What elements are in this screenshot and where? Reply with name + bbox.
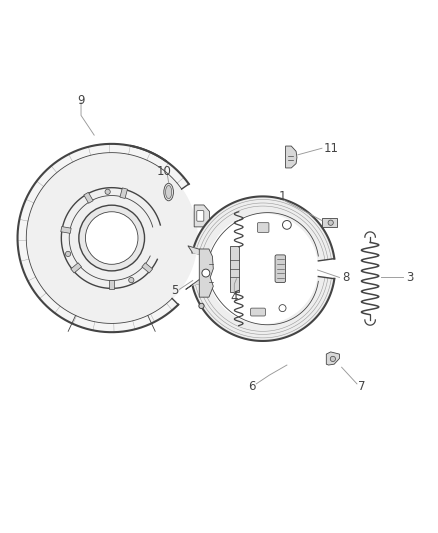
Text: 9: 9: [77, 94, 85, 107]
Polygon shape: [109, 280, 114, 289]
Ellipse shape: [164, 183, 173, 201]
FancyBboxPatch shape: [230, 246, 239, 292]
Polygon shape: [84, 192, 93, 203]
Polygon shape: [18, 144, 189, 332]
Text: 6: 6: [248, 381, 256, 393]
Polygon shape: [194, 205, 209, 227]
Polygon shape: [188, 246, 208, 256]
Polygon shape: [120, 188, 127, 198]
FancyBboxPatch shape: [275, 255, 286, 282]
Circle shape: [79, 205, 145, 271]
Polygon shape: [326, 352, 339, 365]
Text: 5: 5: [172, 284, 179, 297]
Polygon shape: [322, 219, 337, 227]
Polygon shape: [199, 249, 213, 297]
FancyBboxPatch shape: [258, 223, 269, 232]
Polygon shape: [26, 152, 197, 324]
FancyBboxPatch shape: [197, 211, 204, 221]
Circle shape: [328, 220, 333, 225]
Circle shape: [85, 212, 138, 264]
Text: 10: 10: [157, 165, 172, 177]
FancyBboxPatch shape: [251, 308, 265, 316]
Circle shape: [199, 303, 204, 309]
Polygon shape: [192, 277, 334, 341]
Polygon shape: [186, 277, 208, 289]
Circle shape: [202, 269, 210, 277]
Text: 3: 3: [406, 271, 413, 284]
Circle shape: [129, 278, 134, 282]
Polygon shape: [142, 263, 152, 273]
Text: 11: 11: [323, 142, 338, 155]
Text: 1: 1: [279, 190, 286, 203]
Polygon shape: [286, 146, 297, 168]
Circle shape: [283, 221, 291, 229]
Polygon shape: [192, 197, 334, 261]
Polygon shape: [71, 263, 81, 273]
Circle shape: [65, 251, 71, 256]
Text: 4: 4: [230, 290, 238, 304]
Text: 8: 8: [343, 271, 350, 284]
Ellipse shape: [166, 185, 172, 199]
Text: 7: 7: [357, 381, 365, 393]
Circle shape: [279, 304, 286, 312]
Polygon shape: [61, 227, 71, 233]
Circle shape: [330, 356, 336, 361]
Circle shape: [105, 189, 110, 195]
